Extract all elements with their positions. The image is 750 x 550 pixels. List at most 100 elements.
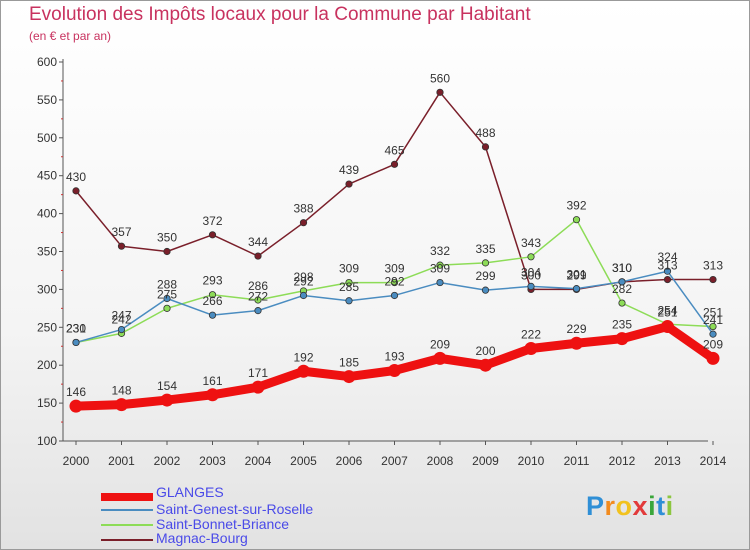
data-label-glanges: 193: [384, 350, 404, 364]
legend-swatch-magnac: [101, 539, 153, 541]
legend-swatch-saint-genest: [101, 509, 153, 511]
data-label-saint-bonnet-briance: 309: [384, 262, 404, 276]
data-point-magnac-bourg: [163, 247, 171, 256]
x-tick-label: 2014: [700, 454, 727, 468]
data-label-saint-bonnet-briance: 392: [566, 199, 586, 213]
data-label-magnac-bourg: 313: [657, 259, 677, 273]
x-tick-label: 2007: [381, 454, 408, 468]
data-point-saint-genest-sur-roselle: [254, 307, 262, 315]
data-point-saint-bonnet-briance: [481, 259, 490, 267]
y-tick-label: 550: [37, 93, 57, 107]
data-label-saint-bonnet-briance: 251: [703, 306, 723, 320]
data-point-saint-genest-sur-roselle: [663, 267, 672, 275]
data-label-glanges: 209: [430, 337, 450, 351]
data-label-magnac-bourg: 560: [430, 71, 450, 85]
x-tick-label: 2004: [245, 454, 272, 468]
data-point-magnac-bourg: [663, 275, 672, 284]
data-point-magnac-bourg: [208, 231, 217, 239]
data-point-magnac-bourg: [345, 180, 353, 188]
data-point-glanges: [342, 370, 356, 384]
y-tick-label: 100: [37, 434, 57, 448]
data-point-saint-bonnet-briance: [208, 291, 217, 299]
data-label-saint-bonnet-briance: 298: [293, 270, 313, 284]
x-tick-label: 2003: [199, 454, 226, 468]
data-label-saint-bonnet-briance: 335: [475, 242, 495, 256]
data-label-saint-genest-sur-roselle: 231: [66, 321, 86, 335]
logo-letter: i: [648, 491, 657, 521]
data-label-saint-bonnet-briance: 286: [248, 279, 268, 293]
data-label-glanges: 148: [111, 384, 131, 398]
legend-label-glanges: GLANGES: [156, 484, 224, 500]
data-point-saint-bonnet-briance: [436, 261, 444, 269]
y-tick-label: 300: [37, 282, 57, 296]
x-tick-label: 2013: [654, 454, 681, 468]
data-point-saint-genest-sur-roselle: [618, 278, 626, 286]
data-label-magnac-bourg: 344: [248, 235, 268, 249]
data-point-magnac-bourg: [436, 88, 444, 96]
data-point-magnac-bourg: [709, 275, 717, 284]
data-label-magnac-bourg: 439: [339, 163, 359, 177]
y-tick-label: 350: [37, 245, 57, 259]
data-point-glanges: [160, 393, 174, 407]
x-tick-label: 2012: [609, 454, 636, 468]
data-point-glanges: [706, 351, 720, 365]
data-point-saint-bonnet-briance: [709, 322, 717, 331]
data-point-magnac-bourg: [390, 160, 399, 168]
data-label-saint-bonnet-briance: 254: [657, 303, 677, 317]
legend-label-saint-bonnet: Saint-Bonnet-Briance: [156, 516, 290, 532]
data-point-glanges: [115, 398, 128, 412]
data-label-saint-genest-sur-roselle: 309: [430, 262, 450, 276]
data-point-glanges: [433, 351, 447, 365]
data-point-saint-genest-sur-roselle: [345, 297, 353, 305]
data-point-saint-bonnet-briance: [618, 299, 626, 307]
legend-swatch-saint-bonnet: [101, 524, 153, 526]
data-label-saint-genest-sur-roselle: 304: [521, 265, 541, 279]
x-tick-label: 2002: [154, 454, 181, 468]
data-point-saint-genest-sur-roselle: [527, 282, 535, 290]
data-point-saint-genest-sur-roselle: [208, 311, 217, 319]
logo-letter: r: [604, 491, 616, 521]
data-label-magnac-bourg: 488: [475, 126, 495, 140]
data-label-magnac-bourg: 350: [157, 231, 177, 245]
data-label-saint-genest-sur-roselle: 292: [293, 274, 313, 288]
logo-letter: x: [632, 491, 649, 521]
data-point-magnac-bourg: [481, 143, 490, 151]
data-point-saint-genest-sur-roselle: [436, 278, 444, 287]
data-point-glanges: [206, 388, 219, 402]
data-label-glanges: 146: [66, 385, 86, 399]
data-point-magnac-bourg: [299, 219, 308, 227]
data-point-saint-genest-sur-roselle: [481, 286, 490, 294]
logo-letter: t: [656, 491, 666, 521]
data-label-saint-bonnet-briance: 282: [612, 282, 632, 296]
data-point-glanges: [524, 342, 538, 356]
chart-title: Evolution des Impôts locaux pour la Comm…: [29, 4, 531, 25]
data-label-magnac-bourg: 430: [66, 170, 86, 184]
data-label-glanges: 171: [248, 366, 268, 380]
data-point-glanges: [615, 332, 629, 346]
data-label-saint-genest-sur-roselle: 301: [566, 268, 586, 282]
data-point-magnac-bourg: [72, 187, 80, 195]
data-label-glanges: 192: [293, 350, 313, 364]
data-point-glanges: [251, 380, 265, 394]
legend-label-magnac: Magnac-Bourg: [156, 530, 248, 546]
data-label-glanges: 185: [339, 356, 359, 370]
data-label-saint-genest-sur-roselle: 292: [384, 274, 404, 288]
data-point-glanges: [69, 399, 83, 413]
data-point-saint-bonnet-briance: [572, 216, 581, 224]
logo-letter: i: [665, 491, 674, 521]
y-tick-label: 150: [37, 396, 57, 410]
data-label-saint-genest-sur-roselle: 324: [657, 250, 677, 264]
data-point-saint-genest-sur-roselle: [299, 291, 308, 300]
data-point-saint-genest-sur-roselle: [709, 330, 717, 338]
y-tick-label: 600: [37, 55, 57, 69]
data-label-glanges: 209: [703, 337, 723, 351]
data-point-glanges: [479, 358, 492, 372]
data-label-magnac-bourg: 465: [384, 143, 404, 157]
x-tick-label: 2005: [290, 454, 317, 468]
data-label-saint-genest-sur-roselle: 272: [248, 290, 268, 304]
data-label-saint-genest-sur-roselle: 285: [339, 280, 359, 294]
x-tick-label: 2009: [472, 454, 499, 468]
data-point-saint-genest-sur-roselle: [117, 325, 126, 334]
data-label-saint-bonnet-briance: 242: [111, 312, 131, 326]
